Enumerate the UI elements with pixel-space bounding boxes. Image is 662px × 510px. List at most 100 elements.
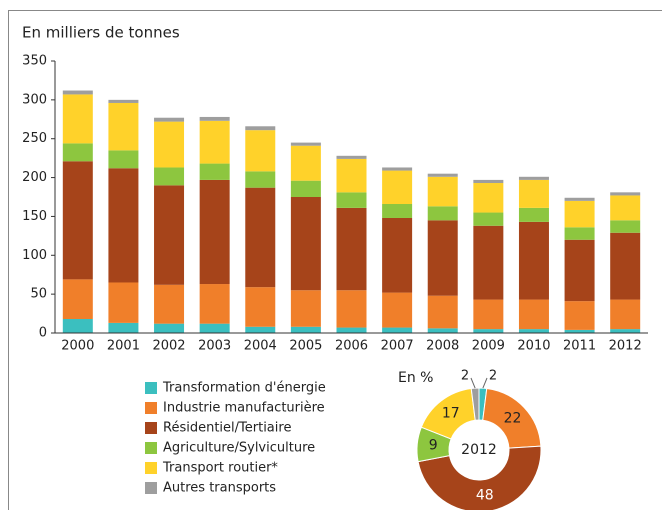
bar-segment [62, 319, 93, 333]
legend-swatch [145, 462, 157, 474]
bar-segment [427, 328, 458, 333]
legend-label: Transformation d'énergie [162, 381, 326, 396]
bar-segment [473, 212, 504, 226]
bar-segment [108, 322, 139, 333]
x-tick-label: 2011 [563, 339, 596, 354]
bar-segment [610, 232, 641, 300]
legend-swatch [145, 422, 157, 434]
bar-segment [336, 290, 367, 328]
bar-segment [610, 220, 641, 233]
bar-segment [473, 179, 504, 184]
bar-segment [518, 299, 549, 330]
y-tick-label: 50 [30, 287, 47, 302]
y-tick-label: 150 [22, 209, 47, 224]
bar-segment [62, 279, 93, 320]
bar-segment [154, 121, 185, 168]
bar-segment [336, 207, 367, 291]
bar-segment [62, 143, 93, 162]
bar-segment [154, 323, 185, 333]
x-tick-label: 2002 [152, 339, 185, 354]
pie-title: En % [398, 370, 433, 386]
leader-line [470, 377, 476, 389]
bar-segment [245, 171, 276, 188]
x-tick-label: 2007 [381, 339, 414, 354]
bar-segment [518, 207, 549, 222]
x-tick-label: 2006 [335, 339, 368, 354]
bar-segment [108, 282, 139, 323]
donut-slice [470, 387, 480, 421]
bar-segment [427, 176, 458, 207]
bar-segment [473, 225, 504, 300]
bar-segment [473, 183, 504, 213]
bar-segment [290, 180, 321, 197]
x-tick-label: 2001 [107, 339, 140, 354]
bar-segment [290, 145, 321, 181]
bar-segment [108, 150, 139, 169]
x-tick-label: 2009 [472, 339, 505, 354]
bar-segment [473, 299, 504, 330]
bar-segment [290, 326, 321, 333]
bar-segment [154, 284, 185, 324]
x-tick-label: 2008 [426, 339, 459, 354]
donut-slice [417, 445, 542, 510]
legend-swatch [145, 482, 157, 494]
bar-segment [62, 90, 93, 95]
bar-segment [290, 290, 321, 327]
x-tick-label: 2004 [244, 339, 277, 354]
y-tick-label: 250 [22, 131, 47, 146]
bar-segment [62, 94, 93, 144]
bar-segment [518, 179, 549, 208]
bar-segment [564, 301, 595, 330]
pie-value-label: 2 [461, 369, 469, 384]
legend-label: Transport routier* [162, 461, 278, 476]
bar-segment [199, 116, 230, 121]
bar-segment [245, 187, 276, 288]
bar-segment [518, 221, 549, 300]
frame [8, 10, 662, 510]
bar-segment [518, 176, 549, 180]
bar-segment [154, 167, 185, 186]
y-tick-label: 0 [39, 326, 47, 341]
bar-segment [564, 197, 595, 201]
pie-value-label: 9 [429, 438, 438, 454]
bar-segment [518, 329, 549, 333]
y-tick-label: 100 [22, 248, 47, 263]
bar-segment [564, 200, 595, 228]
bar-segment [382, 327, 413, 333]
y-tick-label: 350 [22, 54, 47, 69]
bar-segment [564, 227, 595, 240]
bar-segment [610, 299, 641, 330]
pie-value-label: 17 [442, 406, 460, 422]
bar-segment [564, 239, 595, 302]
bar-segment [427, 206, 458, 221]
bar-segment [336, 192, 367, 208]
bar-segment [610, 329, 641, 333]
bar-segment [427, 220, 458, 296]
pie-value-label: 2 [489, 369, 497, 384]
bar-segment [427, 173, 458, 177]
bar-segment [199, 163, 230, 180]
leader-line [482, 377, 488, 389]
bar-segment [245, 126, 276, 131]
bar-segment [245, 287, 276, 327]
legend-swatch [145, 442, 157, 454]
legend-swatch [145, 402, 157, 414]
legend-label: Résidentiel/Tertiaire [163, 421, 291, 436]
bar-segment [245, 326, 276, 333]
bar-segment [427, 295, 458, 329]
legend-swatch [145, 382, 157, 394]
pie-value-label: 22 [504, 411, 522, 427]
bar-segment [473, 329, 504, 333]
bar-segment [108, 168, 139, 283]
bar-segment [610, 192, 641, 196]
bar-segment [199, 323, 230, 333]
bar-segment [154, 117, 185, 122]
bar-segment [564, 329, 595, 333]
y-tick-label: 300 [22, 92, 47, 107]
bar-segment [108, 99, 139, 103]
pie-center-label: 2012 [461, 442, 497, 458]
bar-segment [290, 142, 321, 146]
x-tick-label: 2012 [609, 339, 642, 354]
bar-segment [62, 161, 93, 280]
